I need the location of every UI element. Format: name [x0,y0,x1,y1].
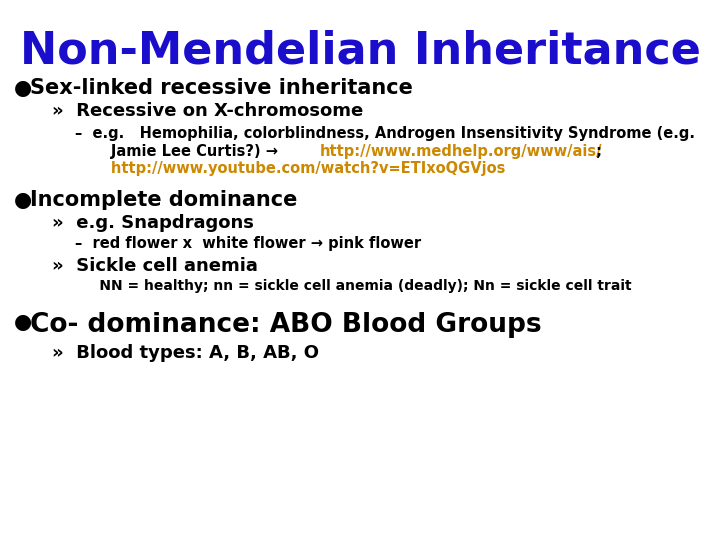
Text: –  e.g.   Hemophilia, colorblindness, Androgen Insensitivity Syndrome (e.g.: – e.g. Hemophilia, colorblindness, Andro… [75,126,695,141]
Text: ●: ● [14,312,32,332]
Text: http://www.medhelp.org/www/ais/: http://www.medhelp.org/www/ais/ [320,144,603,159]
Text: NN = healthy; nn = sickle cell anemia (deadly); Nn = sickle cell trait: NN = healthy; nn = sickle cell anemia (d… [75,279,631,293]
Text: Co- dominance: ABO Blood Groups: Co- dominance: ABO Blood Groups [30,312,541,338]
Text: Incomplete dominance: Incomplete dominance [30,190,297,210]
Text: ●: ● [14,190,32,210]
Text: »  Sickle cell anemia: » Sickle cell anemia [52,257,258,275]
Text: http://www.youtube.com/watch?v=ETIxoQGVjos: http://www.youtube.com/watch?v=ETIxoQGVj… [75,161,505,176]
Text: »  e.g. Snapdragons: » e.g. Snapdragons [52,214,254,232]
Text: ●: ● [14,78,32,98]
Text: –  red flower x  white flower → pink flower: – red flower x white flower → pink flowe… [75,236,421,251]
Text: Jamie Lee Curtis?) →: Jamie Lee Curtis?) → [75,144,283,159]
Text: »  Blood types: A, B, AB, O: » Blood types: A, B, AB, O [52,344,319,362]
Text: Non-Mendelian Inheritance: Non-Mendelian Inheritance [19,30,701,73]
Text: ;: ; [591,144,602,159]
Text: »  Recessive on X-chromosome: » Recessive on X-chromosome [52,102,364,120]
Text: Sex-linked recessive inheritance: Sex-linked recessive inheritance [30,78,413,98]
